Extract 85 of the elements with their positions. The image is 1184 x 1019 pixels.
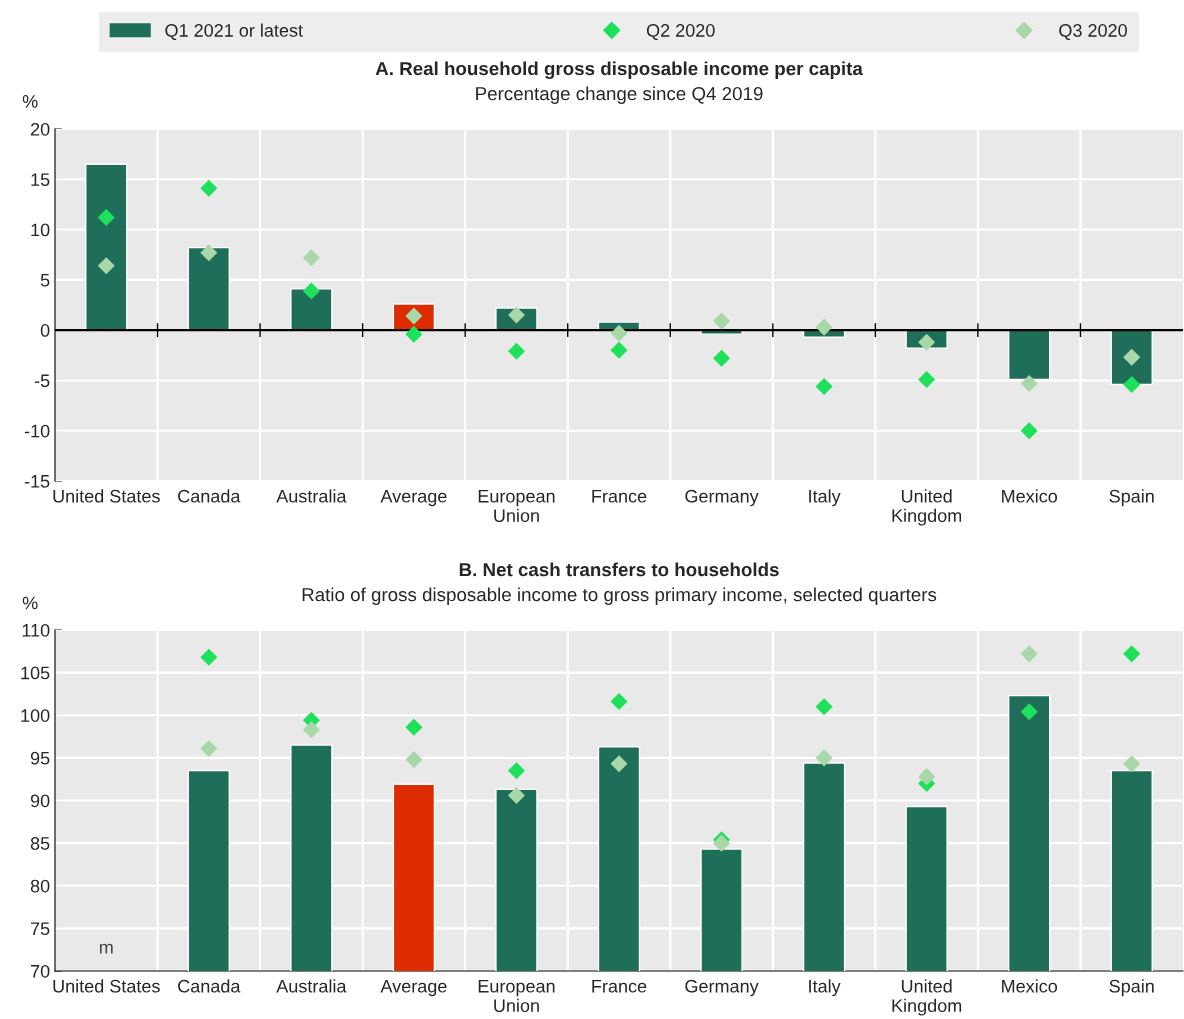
y-tick-label: 100 <box>21 709 50 722</box>
y-tick-label: 15 <box>31 173 50 187</box>
point <box>713 312 731 330</box>
y-tick-label: 95 <box>30 751 50 765</box>
x-tick-label: Spain <box>1109 489 1154 507</box>
point <box>200 244 218 262</box>
y-tick-label: 80 <box>30 879 50 893</box>
x-tick-label: Germany <box>685 979 759 997</box>
legend-label: Q1 2021 or latest <box>165 23 303 41</box>
x-tick-label: European Union <box>478 490 555 523</box>
point <box>97 257 115 275</box>
point <box>1020 645 1038 663</box>
chart-subtitle: Percentage change since Q4 2019 <box>476 86 763 104</box>
point <box>610 693 628 711</box>
y-tick-label: 20 <box>30 122 50 136</box>
point <box>507 762 525 780</box>
y-axis-title: % <box>22 596 38 610</box>
point <box>610 341 628 359</box>
y-tick-label: 105 <box>21 666 50 680</box>
x-tick-label: United Kingdom <box>892 979 962 1016</box>
point <box>200 739 218 757</box>
point <box>918 768 936 786</box>
x-tick-label: United Kingdom <box>892 489 962 526</box>
x-tick-label: Average <box>380 980 447 997</box>
point <box>1020 703 1038 721</box>
x-tick-label: Australia <box>276 489 347 503</box>
point <box>815 749 833 767</box>
x-tick-label: United States <box>53 489 160 503</box>
x-tick-label: Mexico <box>1002 489 1058 503</box>
point <box>405 325 423 343</box>
y-tick-label: 0 <box>40 324 50 337</box>
point <box>1020 374 1038 392</box>
y-tick-label: 90 <box>30 794 50 808</box>
x-tick-label: European Union <box>478 980 555 1013</box>
point <box>918 370 936 388</box>
x-tick-label: Australia <box>276 979 347 993</box>
point <box>200 648 218 666</box>
x-tick-label: Germany <box>685 489 759 507</box>
legend-label: Q3 2020 <box>1059 24 1127 41</box>
chart-title: B. Net cash transfers to households <box>459 562 779 577</box>
point <box>302 249 320 267</box>
x-tick-label: France <box>592 490 647 503</box>
x-tick-label: Average <box>380 490 447 507</box>
point <box>918 333 936 351</box>
x-tick-label: Mexico <box>1002 979 1058 993</box>
point <box>815 698 833 716</box>
point <box>405 751 423 769</box>
x-tick-label: Italy <box>809 489 841 507</box>
y-tick-label: 5 <box>40 273 50 287</box>
y-tick-label: 85 <box>30 837 50 850</box>
point <box>507 786 525 804</box>
point <box>302 721 320 739</box>
point <box>200 179 218 197</box>
point <box>405 718 423 736</box>
x-tick-label: France <box>592 980 647 993</box>
point <box>1123 755 1141 773</box>
point <box>815 377 833 395</box>
point <box>1123 645 1141 663</box>
y-axis-title: % <box>22 95 38 108</box>
annotation: m <box>99 943 113 954</box>
y-tick-label: 70 <box>30 964 50 978</box>
y-tick-label: 10 <box>31 223 50 237</box>
point <box>302 282 320 300</box>
point <box>610 324 628 342</box>
point <box>1123 375 1141 393</box>
y-tick-label: 110 <box>22 623 50 637</box>
x-tick-label: Canada <box>178 979 241 993</box>
x-tick-label: Spain <box>1109 979 1154 997</box>
chart-subtitle: Ratio of gross disposable income to gross primary income, selected quarters <box>302 587 937 605</box>
legend-label: Q2 2020 <box>646 24 715 41</box>
point <box>97 209 115 227</box>
point <box>1020 422 1038 440</box>
point <box>610 755 628 773</box>
point <box>713 349 731 367</box>
x-tick-label: United States <box>53 979 160 993</box>
y-tick-label: -15 <box>24 475 50 488</box>
y-tick-label: -5 <box>34 374 50 388</box>
point <box>815 318 833 336</box>
x-tick-label: Italy <box>809 979 841 997</box>
y-tick-label: -10 <box>24 424 50 438</box>
chart-title: A. Real household gross disposable income per capita <box>375 61 863 79</box>
y-tick-label: 75 <box>30 922 50 936</box>
bar <box>290 288 333 331</box>
x-tick-label: Canada <box>178 489 241 503</box>
point <box>507 342 525 360</box>
